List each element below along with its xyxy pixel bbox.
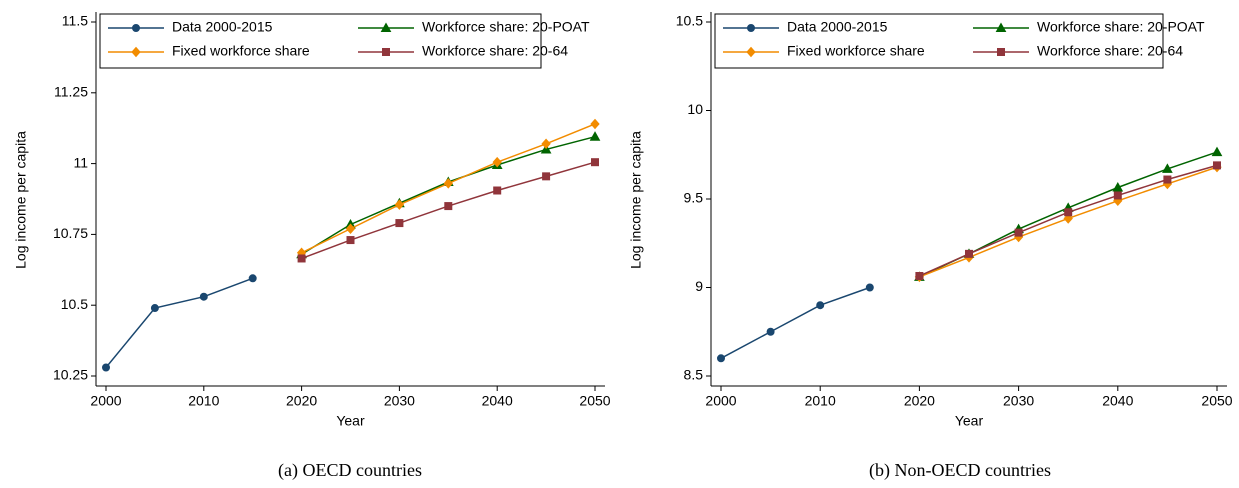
point — [865, 283, 874, 292]
x-axis-label: Year — [955, 413, 984, 429]
point — [1211, 146, 1223, 157]
legend-label: Workforce share: 20-POAT — [422, 19, 590, 35]
point — [816, 301, 825, 310]
caption: (b) Non-OECD countries — [869, 460, 1051, 481]
legend-label: Workforce share: 20-64 — [1037, 43, 1183, 59]
x-tick-label: 2020 — [904, 393, 935, 409]
x-tick-label: 2010 — [805, 393, 836, 409]
legend-label: Workforce share: 20-POAT — [1037, 19, 1205, 35]
legend-label: Workforce share: 20-64 — [422, 43, 568, 59]
point — [297, 254, 306, 263]
point — [102, 363, 110, 372]
legend-marker — [746, 46, 756, 58]
legend-label: Data 2000-2015 — [172, 19, 273, 35]
y-tick-label: 11.5 — [62, 13, 88, 29]
point — [493, 186, 502, 195]
y-tick-label: 11.25 — [54, 84, 88, 100]
y-axis-label: Log income per capita — [628, 131, 644, 269]
legend-marker — [747, 24, 755, 32]
point — [1162, 163, 1173, 173]
legend-marker — [995, 22, 1007, 32]
point — [199, 292, 208, 301]
legend — [714, 13, 1164, 69]
x-tick-label: 2040 — [482, 393, 513, 409]
legend-marker — [382, 48, 390, 56]
legend-marker — [380, 22, 392, 32]
point — [443, 178, 453, 189]
x-tick-label: 2050 — [579, 393, 610, 409]
legend-label: Fixed workforce share — [787, 43, 925, 59]
series-line — [301, 135, 596, 255]
y-tick-label: 9.5 — [684, 190, 704, 206]
legend-marker — [997, 48, 1005, 56]
point — [542, 172, 551, 181]
point — [492, 156, 502, 168]
y-tick-label: 10 — [687, 101, 703, 117]
x-tick-label: 2000 — [90, 393, 121, 409]
y-tick-label: 8.5 — [684, 367, 704, 383]
point — [589, 131, 601, 141]
x-tick-label: 2050 — [1201, 393, 1232, 409]
y-tick-label: 10.5 — [676, 13, 703, 29]
y-tick-label: 11 — [73, 154, 88, 170]
point — [444, 202, 453, 211]
point — [1163, 175, 1172, 184]
point — [591, 158, 599, 167]
x-tick-label: 2030 — [1003, 393, 1034, 409]
legend — [99, 13, 542, 69]
point — [1014, 228, 1023, 237]
point — [541, 138, 551, 150]
point — [394, 199, 405, 210]
legend-marker — [132, 24, 140, 32]
point — [346, 236, 355, 245]
x-tick-label: 2000 — [705, 393, 736, 409]
point — [1112, 181, 1124, 192]
x-axis-label: Year — [336, 413, 365, 429]
point — [965, 249, 973, 258]
y-tick-label: 9 — [695, 278, 703, 294]
y-tick-label: 10.25 — [53, 367, 88, 383]
x-tick-label: 2010 — [188, 393, 219, 409]
point — [590, 118, 600, 130]
series-line — [720, 286, 871, 359]
x-tick-label: 2030 — [384, 393, 415, 409]
point — [1113, 191, 1122, 200]
point — [248, 274, 257, 283]
point — [395, 219, 404, 228]
point — [915, 271, 924, 280]
point — [766, 327, 775, 336]
point — [345, 223, 356, 234]
legend-label: Data 2000-2015 — [787, 19, 888, 35]
y-tick-label: 10.5 — [61, 296, 88, 312]
y-axis-label: Log income per capita — [13, 131, 29, 269]
x-tick-label: 2040 — [1102, 393, 1133, 409]
caption: (a) OECD countries — [278, 460, 422, 481]
point — [1064, 208, 1073, 217]
point — [1213, 161, 1221, 170]
y-tick-label: 10.75 — [53, 225, 88, 241]
point — [150, 304, 159, 313]
legend-marker — [131, 46, 141, 58]
x-tick-label: 2020 — [286, 393, 317, 409]
legend-label: Fixed workforce share — [172, 43, 310, 59]
series-line — [105, 277, 253, 368]
point — [717, 354, 725, 363]
